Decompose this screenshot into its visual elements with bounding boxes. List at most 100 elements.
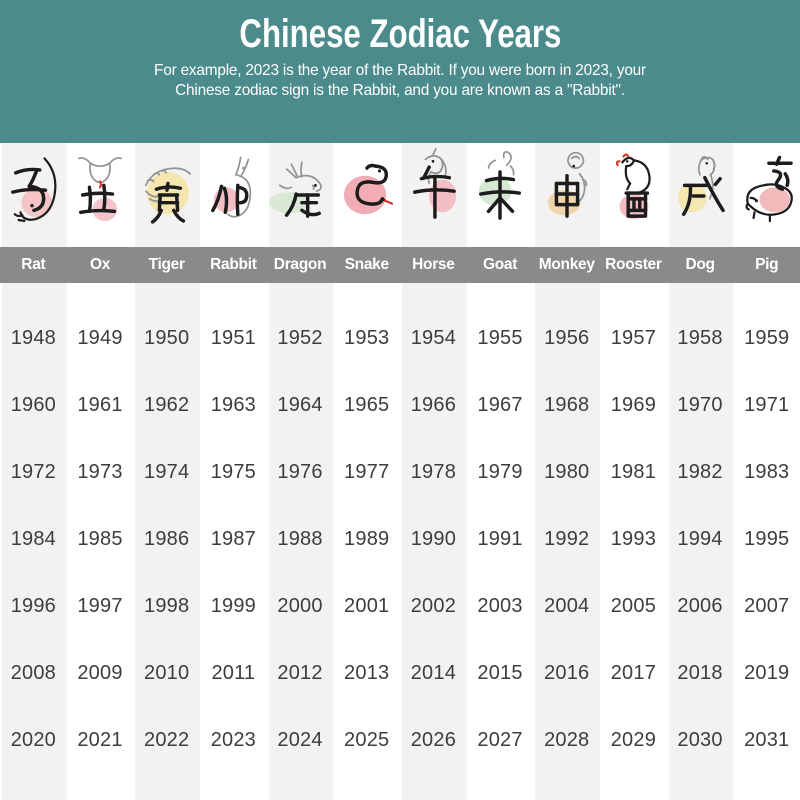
year-cell-rabbit-1987: 1987 <box>210 528 256 550</box>
year-cell-dog-2018: 2018 <box>677 662 723 684</box>
year-cell-horse-2026: 2026 <box>410 729 457 751</box>
header-cell-rooster: Rooster <box>605 256 662 273</box>
year-cell-rat-1948: 1948 <box>10 327 56 349</box>
year-cell-rooster-2005: 2005 <box>610 595 657 617</box>
header-cell-ox: Ox <box>89 256 111 273</box>
year-cell-pig-2007: 2007 <box>744 595 790 617</box>
year-cell-rat-2008: 2008 <box>10 662 56 684</box>
year-cell-snake-2013: 2013 <box>344 662 390 684</box>
year-cell-ox-1997: 1997 <box>77 595 123 617</box>
year-cell-rat-1996: 1996 <box>10 595 56 617</box>
header-cell-dragon: Dragon <box>273 256 327 273</box>
year-cell-snake-1989: 1989 <box>344 528 390 550</box>
year-cell-pig-2031: 2031 <box>744 729 790 751</box>
year-row-2: 1960 1961 1962 1963 1964 1965 1966 1967 1968 1969… <box>0 372 800 439</box>
year-row-7: 2020 2021 2022 2023 2024 2025 2026 2027 2028 2029… <box>0 707 800 774</box>
year-cell-monkey-1980: 1980 <box>544 461 590 483</box>
year-cell-dragon-2012: 2012 <box>277 662 323 684</box>
year-cell-dragon-1964: 1964 <box>277 394 323 416</box>
year-cell-rabbit-1999: 1999 <box>210 595 256 617</box>
year-row-6: 2008 2009 2010 2011 2012 2013 2014 2015 2016 2017… <box>0 640 800 707</box>
year-cell-ox-1949: 1949 <box>77 327 123 349</box>
icon-row <box>0 143 800 247</box>
year-row-4: 1984 1985 1986 1987 1988 1989 1990 1991 1992 1993… <box>0 506 800 573</box>
year-cell-dog-1994: 1994 <box>677 528 723 550</box>
year-cell-tiger-1998: 1998 <box>144 595 190 617</box>
year-cell-dragon-1952: 1952 <box>277 327 323 349</box>
year-cell-goat-1955: 1955 <box>477 327 523 349</box>
snake-icon <box>333 143 400 247</box>
year-cell-dragon-2024: 2024 <box>277 729 323 751</box>
year-cell-goat-1979: 1979 <box>477 461 523 483</box>
year-cell-rooster-1993: 1993 <box>610 528 657 550</box>
year-cell-rooster-2029: 2029 <box>610 729 657 751</box>
year-row-3: 1972 1973 1974 1975 1976 1977 1978 1979 1980 1981… <box>0 439 800 506</box>
year-cell-tiger-2010: 2010 <box>144 662 190 684</box>
year-cell-horse-2014: 2014 <box>410 662 457 684</box>
year-cell-dog-1970: 1970 <box>677 394 723 416</box>
year-cell-rat-1972: 1972 <box>10 461 56 483</box>
year-cell-snake-2001: 2001 <box>344 595 390 617</box>
year-cell-rat-2020: 2020 <box>10 729 56 751</box>
rat-icon <box>0 143 67 247</box>
year-cell-rooster-1969: 1969 <box>610 394 657 416</box>
year-cell-ox-1973: 1973 <box>77 461 123 483</box>
year-cell-pig-1983: 1983 <box>744 461 790 483</box>
year-cell-goat-2003: 2003 <box>477 595 523 617</box>
tiger-icon <box>133 143 200 247</box>
year-cell-ox-2021: 2021 <box>77 729 123 751</box>
banner-subtitle: For example, 2023 is the year of the Rab… <box>16 61 784 101</box>
header-cell-goat: Goat <box>482 256 518 273</box>
subtitle-line-1: For example, 2023 is the year of the Rab… <box>154 62 646 79</box>
year-cell-tiger-1950: 1950 <box>144 327 190 349</box>
year-cell-dragon-2000: 2000 <box>277 595 323 617</box>
year-cell-ox-1961: 1961 <box>77 394 123 416</box>
dragon-icon <box>267 143 334 247</box>
year-cell-snake-1977: 1977 <box>344 461 390 483</box>
year-cell-rooster-1957: 1957 <box>610 327 657 349</box>
header-cell-rat: Rat <box>21 256 46 273</box>
year-cell-goat-2027: 2027 <box>477 729 523 751</box>
year-cell-monkey-1956: 1956 <box>544 327 590 349</box>
year-cell-pig-1971: 1971 <box>744 394 790 416</box>
year-cell-rooster-1981: 1981 <box>610 461 657 483</box>
year-cell-pig-2019: 2019 <box>744 662 790 684</box>
header-cell-snake: Snake <box>344 256 389 273</box>
year-cell-monkey-1968: 1968 <box>544 394 590 416</box>
year-cell-goat-1967: 1967 <box>477 394 523 416</box>
year-cell-dog-2030: 2030 <box>677 729 723 751</box>
rooster-icon <box>600 143 667 247</box>
banner: Chinese Zodiac Years For example, 2023 i… <box>0 0 800 143</box>
year-cell-ox-1985: 1985 <box>77 528 123 550</box>
year-cell-rabbit-2023: 2023 <box>210 729 256 751</box>
header-row: Rat Ox Tiger Rabbit Dragon Snake Horse Goat Monk… <box>0 247 800 283</box>
header-cell-monkey: Monkey <box>538 256 595 273</box>
year-cell-horse-1978: 1978 <box>410 461 457 483</box>
page-title: Chinese Zodiac Years <box>239 12 561 56</box>
years-grid: 1948 1949 1950 1951 1952 1953 1954 1955 1956 1957… <box>0 283 800 774</box>
year-cell-tiger-1974: 1974 <box>144 461 190 483</box>
year-cell-tiger-1962: 1962 <box>144 394 190 416</box>
year-row-5: 1996 1997 1998 1999 2000 2001 2002 2003 2004 2005… <box>0 573 800 640</box>
year-cell-rat-1984: 1984 <box>10 528 56 550</box>
year-cell-snake-2025: 2025 <box>344 729 390 751</box>
header-cell-tiger: Tiger <box>148 256 185 273</box>
year-cell-monkey-2004: 2004 <box>544 595 590 617</box>
year-cell-horse-2002: 2002 <box>410 595 457 617</box>
year-cell-rabbit-1963: 1963 <box>210 394 256 416</box>
year-row-1: 1948 1949 1950 1951 1952 1953 1954 1955 1956 1957… <box>0 305 800 372</box>
year-cell-goat-1991: 1991 <box>477 528 523 550</box>
year-cell-horse-1954: 1954 <box>410 327 457 349</box>
table-content: Rat Ox Tiger Rabbit Dragon Snake Horse Goat Monk… <box>0 143 800 774</box>
goat-icon <box>467 143 534 247</box>
year-cell-dragon-1988: 1988 <box>277 528 323 550</box>
zodiac-table: Rat Ox Tiger Rabbit Dragon Snake Horse Goat Monk… <box>0 143 800 800</box>
year-cell-dog-2006: 2006 <box>677 595 723 617</box>
rabbit-icon <box>200 143 267 247</box>
year-cell-horse-1966: 1966 <box>410 394 457 416</box>
year-cell-rabbit-2011: 2011 <box>211 662 256 684</box>
year-cell-rabbit-1951: 1951 <box>210 327 256 349</box>
year-cell-snake-1965: 1965 <box>344 394 390 416</box>
year-cell-pig-1995: 1995 <box>744 528 790 550</box>
